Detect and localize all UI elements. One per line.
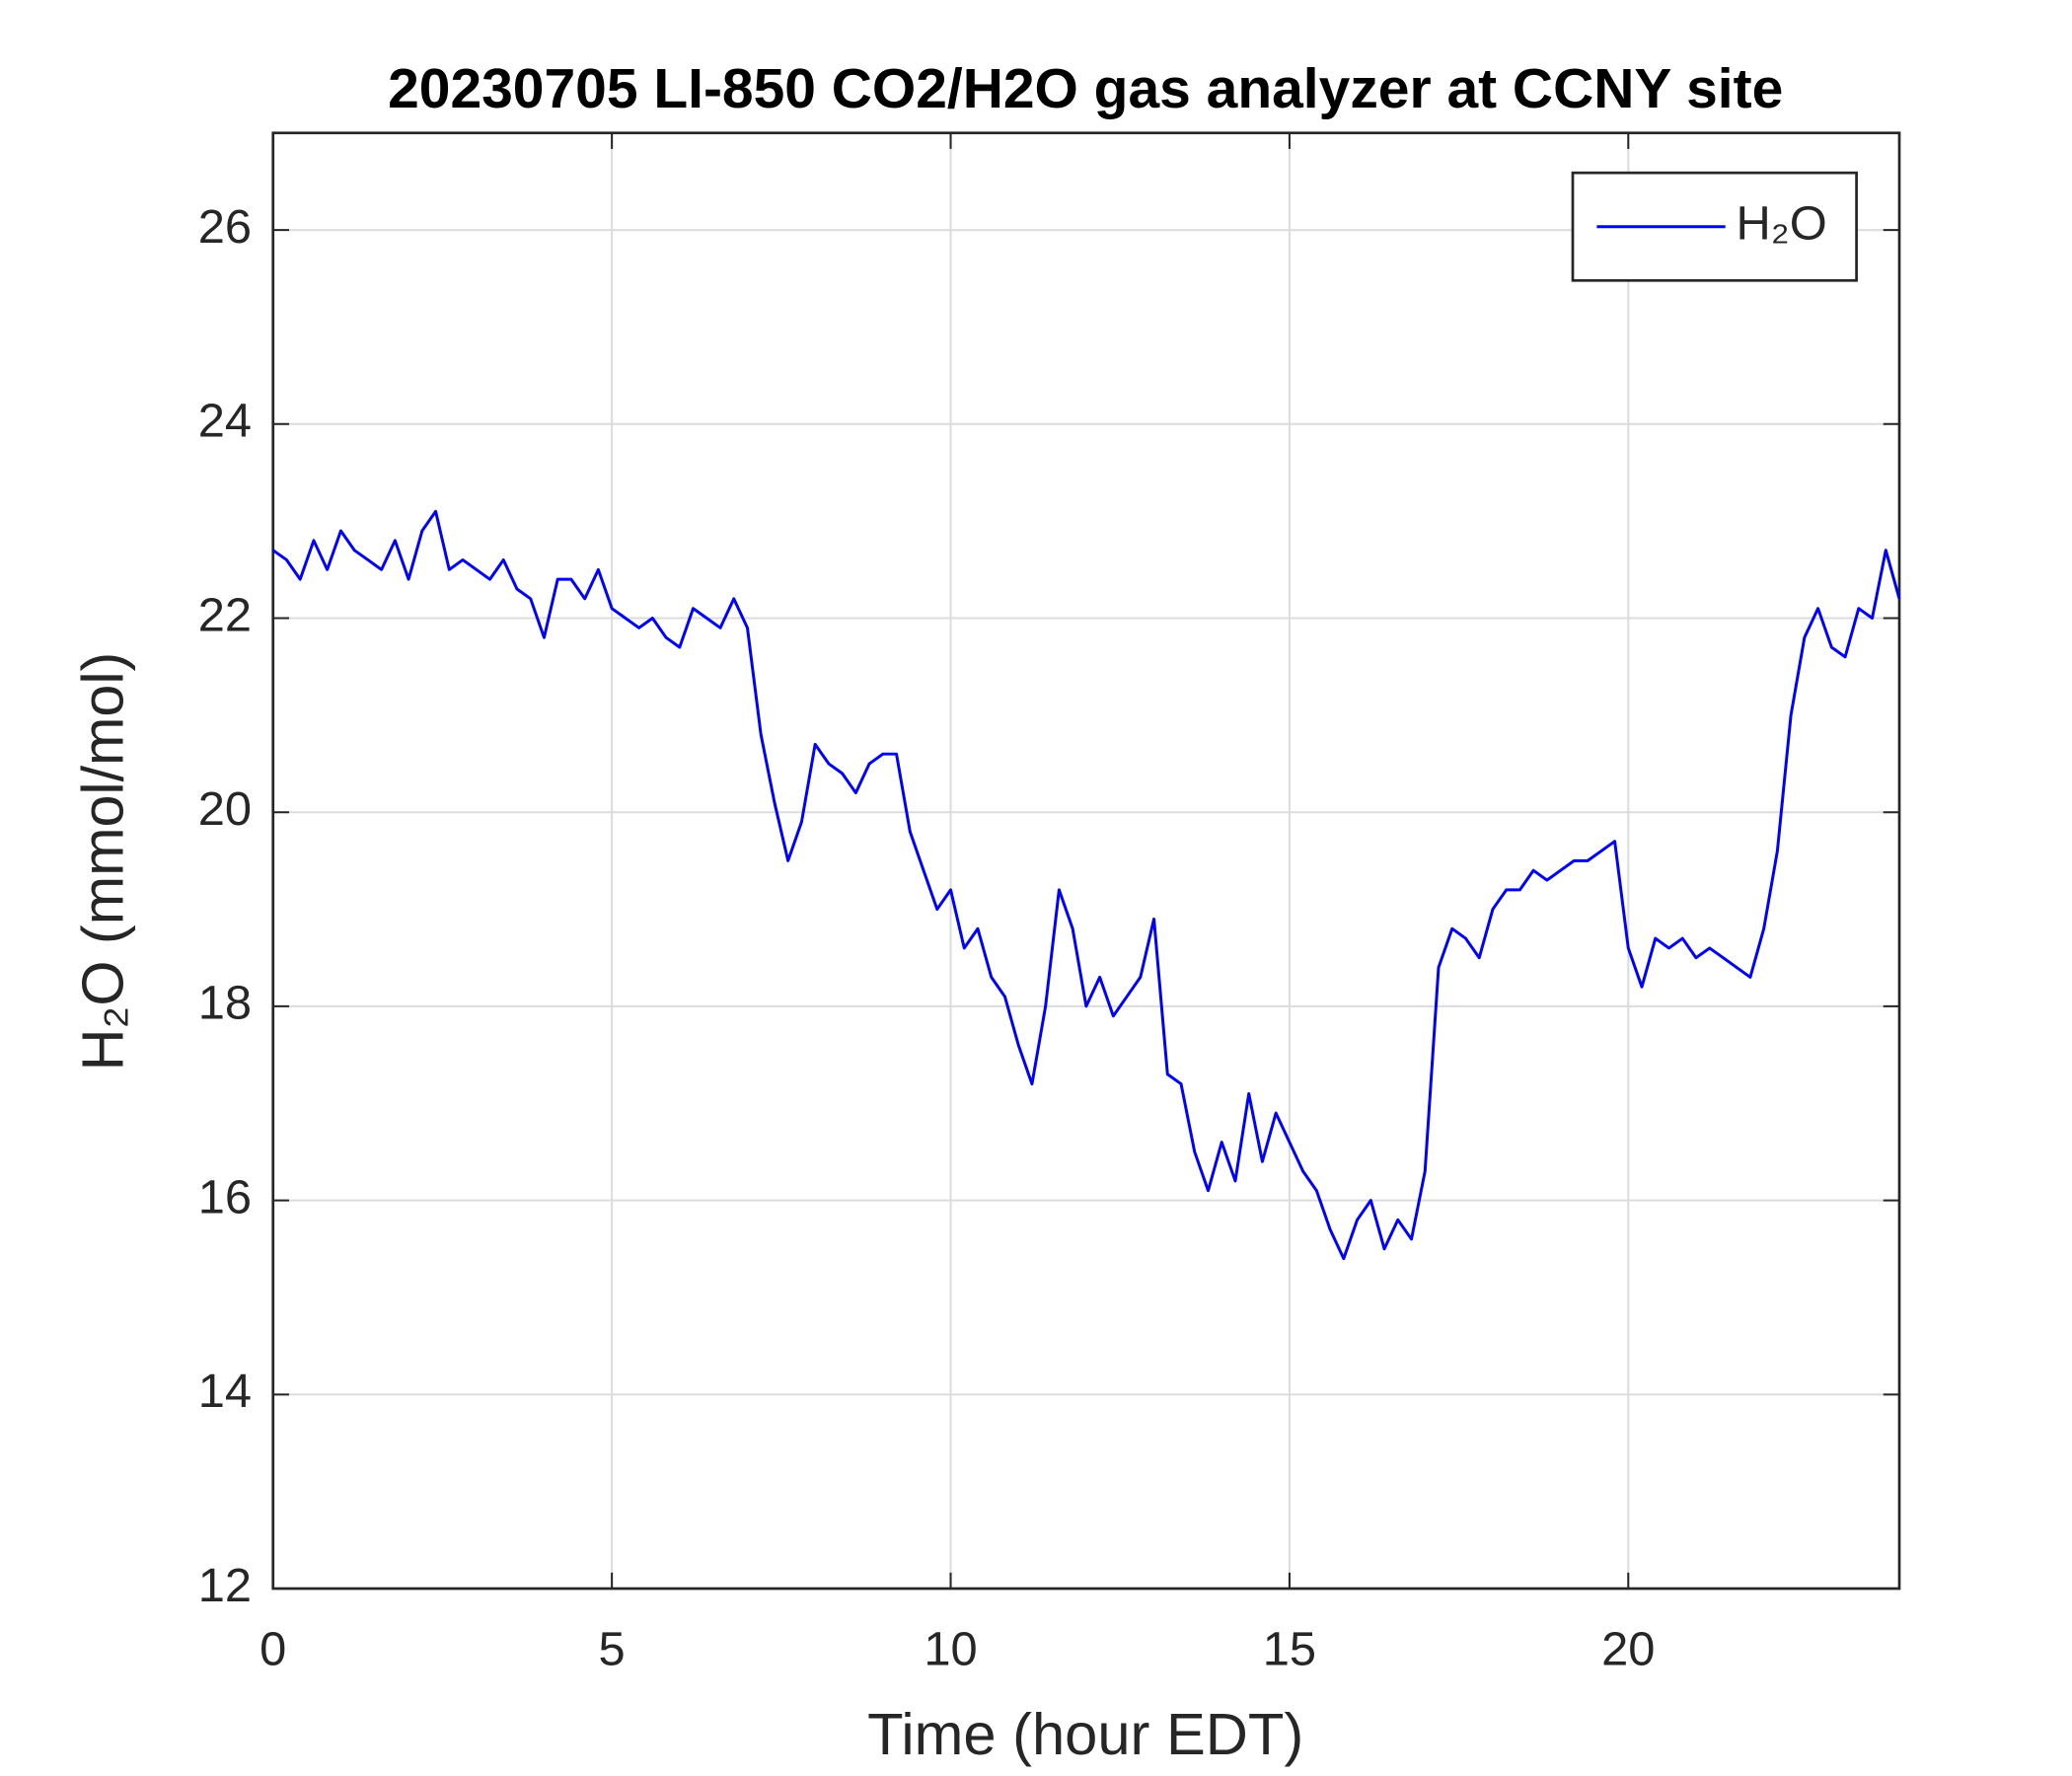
x-tick-label: 10 [924, 1623, 977, 1676]
y-tick-label: 22 [198, 588, 252, 641]
legend-label: H₂O [1736, 197, 1826, 251]
y-tick-label: 26 [198, 200, 252, 254]
axes-box [271, 131, 1901, 1591]
y-tick-label: 12 [198, 1559, 252, 1612]
y-axis-label: H₂O (mmol/mol) [69, 652, 135, 1072]
x-tick-label: 5 [599, 1623, 626, 1676]
y-tick-label: 24 [198, 395, 252, 448]
plot-area [272, 132, 1900, 1590]
x-tick-label: 15 [1263, 1623, 1316, 1676]
x-tick-label: 20 [1601, 1623, 1655, 1676]
y-tick-label: 18 [198, 977, 252, 1030]
chart-title: 20230705 LI-850 CO2/H2O gas analyzer at … [388, 58, 1783, 120]
y-tick-label: 16 [198, 1171, 252, 1224]
y-tick-label: 14 [198, 1365, 252, 1418]
data-line [271, 509, 1901, 1261]
y-tick-label: 20 [198, 782, 252, 836]
x-tick-label: 0 [259, 1623, 286, 1676]
x-axis-label: Time (hour EDT) [867, 1701, 1303, 1767]
